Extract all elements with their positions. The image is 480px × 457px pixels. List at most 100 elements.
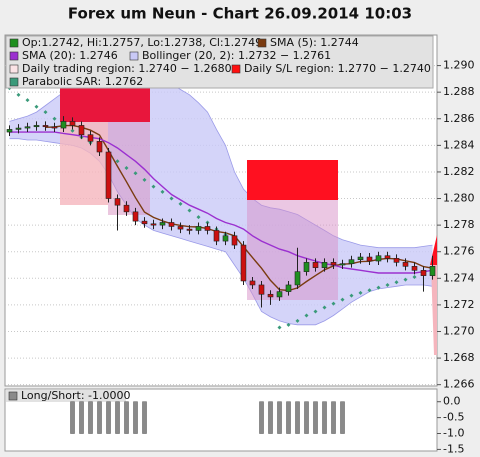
indicator-legend-box — [6, 390, 126, 402]
candle-body — [303, 262, 310, 272]
sar-dot — [358, 290, 363, 295]
indicator-y-tick-label: -1.5 — [443, 442, 464, 455]
indicator-y-tick-label: -0.5 — [443, 411, 464, 424]
axis: 1.266 1.268 1.270 1.272 1.274 1.276 1.278 1.280… — [437, 59, 475, 455]
y-tick-label: 1.270 — [443, 324, 475, 337]
sar-dot — [34, 104, 39, 109]
sar-dot — [331, 301, 336, 306]
indicator-bar — [277, 401, 282, 434]
y-tick-label: 1.288 — [443, 85, 475, 98]
sar-dot — [187, 208, 192, 213]
indicator-bar — [313, 401, 318, 434]
sar-dot — [340, 297, 345, 302]
legend-label: Parabolic SAR: 1.2762 — [22, 75, 143, 88]
legend-swatch — [129, 51, 139, 61]
trading-region — [431, 265, 437, 355]
y-tick-label: 1.276 — [443, 245, 475, 258]
candle-body — [204, 226, 211, 231]
indicator-y-tick-label: 0.0 — [443, 395, 461, 408]
candle-body — [375, 255, 382, 262]
indicator-panel — [4, 388, 438, 452]
candle-body — [393, 258, 400, 263]
candle-body — [96, 141, 103, 153]
legend-swatch — [257, 38, 267, 48]
indicator-bar — [322, 401, 327, 434]
legend-swatch — [9, 64, 19, 74]
sar-dot — [385, 282, 390, 287]
y-tick-label: 1.284 — [443, 138, 475, 151]
sar-dot — [142, 177, 147, 182]
indicator-y-tick-label: -1.0 — [443, 427, 464, 440]
candle-body — [195, 226, 202, 231]
candle-body — [312, 262, 319, 268]
indicator: Long/Short: -1.0000 — [6, 389, 345, 434]
sl-region — [60, 84, 150, 122]
sar-dot — [322, 305, 327, 310]
indicator-bar — [97, 401, 102, 434]
candle-body — [402, 262, 409, 267]
indicator-bar — [79, 401, 84, 434]
legend-swatch — [9, 77, 19, 87]
candle-body — [339, 263, 346, 266]
candle-body — [420, 270, 427, 276]
y-tick-label: 1.282 — [443, 165, 475, 178]
sar-dot — [115, 159, 120, 164]
candle-body — [267, 293, 274, 298]
sar-dot — [403, 277, 408, 282]
candle-body — [348, 259, 355, 264]
candle-body — [240, 244, 247, 282]
candle-body — [60, 121, 67, 129]
indicator-bar — [142, 401, 147, 434]
candle-body — [276, 291, 283, 298]
indicator-swatch — [8, 391, 18, 401]
candle-body — [51, 126, 58, 129]
legend: Op:1.2742, Hi:1.2757, Lo:1.2738, Cl:1.27… — [5, 35, 434, 89]
candle-body — [357, 256, 364, 260]
y-tick-label: 1.286 — [443, 112, 475, 125]
sar-dot — [178, 201, 183, 206]
sar-dot — [367, 288, 372, 293]
indicator-bar — [331, 401, 336, 434]
candle-body — [366, 256, 373, 262]
sar-dot — [412, 274, 417, 279]
sar-dot — [52, 116, 57, 121]
indicator-bar — [70, 401, 75, 434]
y-tick-label: 1.266 — [443, 378, 475, 391]
candle-body — [213, 230, 220, 242]
sar-dot — [16, 92, 21, 97]
indicator-bar — [115, 401, 120, 434]
indicator-bar — [259, 401, 264, 434]
legend-swatch — [9, 51, 19, 61]
candle-body — [411, 266, 418, 271]
candle-body — [42, 125, 49, 128]
legend-label: Daily trading region: 1.2740 − 1.2680 — [22, 62, 232, 75]
candle-body — [258, 284, 265, 295]
legend-swatch — [231, 64, 241, 74]
y-tick-label: 1.278 — [443, 218, 475, 231]
sar-dot — [295, 318, 300, 323]
sar-dot — [151, 184, 156, 189]
candle-body — [177, 226, 184, 230]
sar-dot — [304, 313, 309, 318]
sar-dot — [349, 293, 354, 298]
candle-body — [285, 284, 292, 292]
indicator-label: Long/Short: -1.0000 — [21, 389, 131, 402]
candle-body — [168, 222, 175, 227]
candle-body — [231, 235, 238, 246]
y-tick-label: 1.290 — [443, 59, 475, 72]
y-tick-label: 1.268 — [443, 351, 475, 364]
candle-body — [321, 262, 328, 268]
candle-body — [6, 129, 13, 133]
sl-region — [247, 160, 338, 200]
indicator-bar — [340, 401, 345, 434]
sar-dot — [70, 128, 75, 133]
legend-label: Bollinger (20, 2): 1.2732 − 1.2761 — [142, 49, 331, 62]
sar-dot — [160, 189, 165, 194]
legend-label: Daily S/L region: 1.2770 − 1.2740 — [244, 62, 431, 75]
indicator-bar — [133, 401, 138, 434]
sar-dot — [277, 325, 282, 330]
legend-label: SMA (20): 1.2746 — [22, 49, 118, 62]
candle-body — [150, 223, 157, 226]
legend-swatch — [9, 38, 19, 48]
